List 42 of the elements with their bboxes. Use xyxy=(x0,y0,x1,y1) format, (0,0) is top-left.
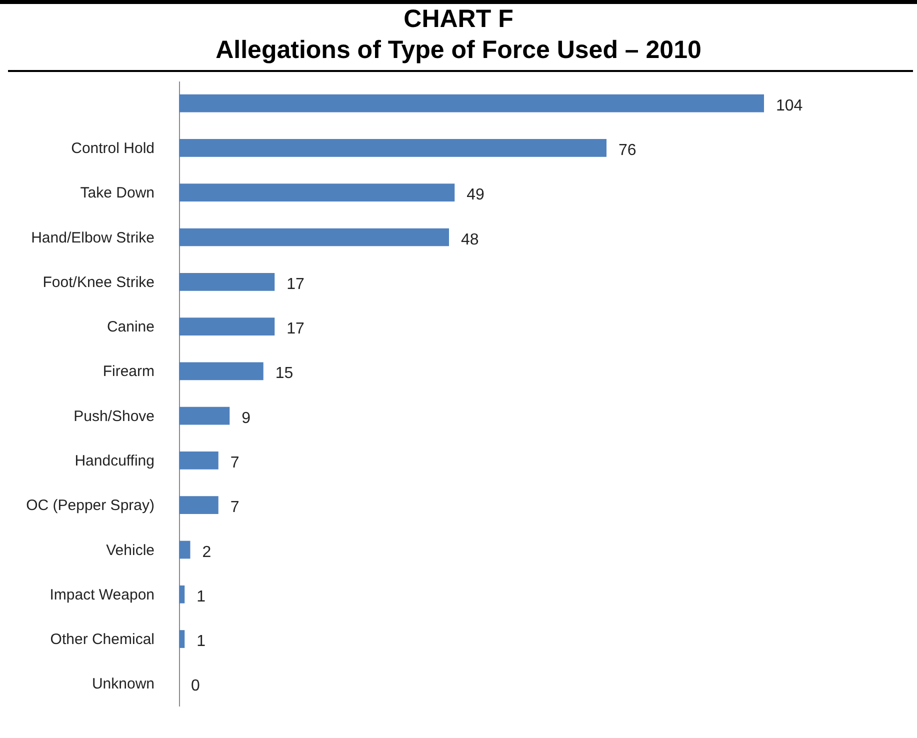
y-tick-label: Unknown xyxy=(92,676,154,693)
data-label: 49 xyxy=(466,186,485,204)
bar xyxy=(179,272,275,291)
data-label: 15 xyxy=(275,365,294,382)
bar xyxy=(179,184,455,202)
y-tick-label: Hand/Elbow Strike xyxy=(31,229,154,246)
data-label: 104 xyxy=(776,97,803,114)
y-tick-label: Other Chemical xyxy=(50,631,154,648)
y-tick-label: OC (Pepper Spray) xyxy=(26,497,154,514)
y-tick-label: Canine xyxy=(106,318,154,336)
y-tick-label: Handcuffing xyxy=(74,452,154,470)
data-label: 17 xyxy=(286,320,305,338)
bar xyxy=(179,585,185,604)
bar xyxy=(179,139,606,157)
data-label: 0 xyxy=(191,678,200,695)
data-label: 2 xyxy=(202,544,212,561)
chart-title: CHART F xyxy=(402,4,514,35)
y-tick-label: Firearm xyxy=(102,363,154,380)
data-label: 1 xyxy=(196,633,206,650)
data-label: 7 xyxy=(230,499,240,516)
bar xyxy=(179,630,185,648)
data-label: 1 xyxy=(196,588,206,606)
y-tick-label: Vehicle xyxy=(106,542,154,559)
chart-subtitle: Allegations of Type of Force Used – 2010 xyxy=(214,35,702,66)
y-tick-label: Impact Weapon xyxy=(50,586,154,604)
bar xyxy=(179,318,275,336)
data-label: 7 xyxy=(230,454,240,472)
y-tick-label: Take Down xyxy=(80,184,154,202)
y-tick-label: Control Hold xyxy=(71,140,154,157)
bar xyxy=(179,94,764,112)
y-tick-label: Foot/Knee Strike xyxy=(42,274,154,291)
data-label: 17 xyxy=(286,276,305,293)
bar xyxy=(179,540,190,559)
y-tick-label: Push/Shove xyxy=(74,408,154,425)
data-label: 9 xyxy=(242,410,251,427)
data-label: 48 xyxy=(461,231,479,248)
bar xyxy=(179,406,230,425)
data-label: 76 xyxy=(618,142,636,159)
bar xyxy=(179,452,218,470)
bar xyxy=(179,496,218,514)
bar xyxy=(179,228,449,246)
bar xyxy=(179,362,264,380)
